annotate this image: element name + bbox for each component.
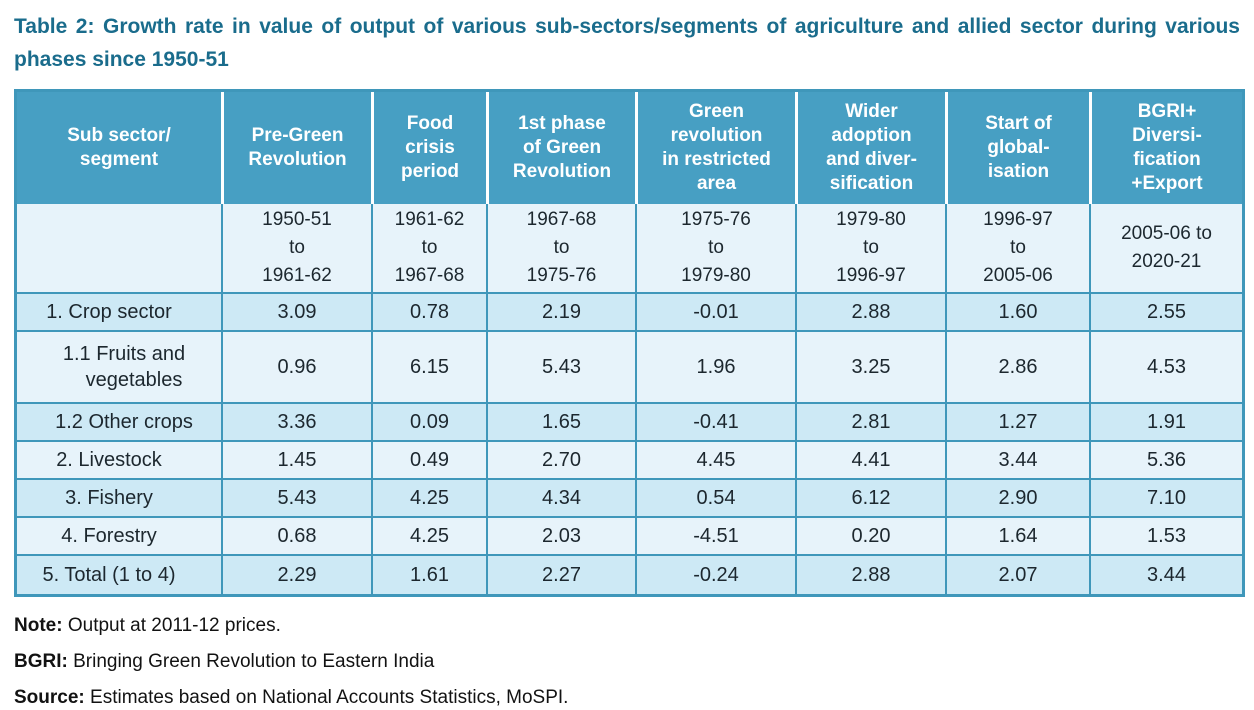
- cell-value: 2.29: [221, 556, 371, 594]
- table-body: 1. Crop sector 3.09 0.78 2.19 -0.01 2.88…: [17, 294, 1242, 594]
- cell-value: 0.96: [221, 332, 371, 404]
- cell-value: 0.20: [795, 518, 945, 556]
- table-row-livestock: 2. Livestock 1.45 0.49 2.70 4.45 4.41 3.…: [17, 442, 1242, 480]
- cell-value: 2.81: [795, 404, 945, 442]
- cell-value: 0.78: [371, 294, 486, 332]
- column-header-food-crisis: Food crisis period: [371, 92, 486, 204]
- cell-value: 4.53: [1089, 332, 1242, 404]
- period-cell: 1950-51 to 1961-62: [221, 204, 371, 294]
- table-header: Sub sector/ segment Pre-Green Revolution…: [17, 92, 1242, 294]
- period-cell-empty: [17, 204, 221, 294]
- cell-value: 2.07: [945, 556, 1089, 594]
- cell-value: 2.03: [486, 518, 635, 556]
- note-label: Source:: [14, 687, 85, 708]
- cell-value: 4.41: [795, 442, 945, 480]
- period-cell: 2005-06 to 2020-21: [1089, 204, 1242, 294]
- cell-value: 6.15: [371, 332, 486, 404]
- cell-value: 4.45: [635, 442, 795, 480]
- note-line-bgri: BGRI: Bringing Green Revolution to Easte…: [14, 650, 1240, 673]
- note-text: Estimates based on National Accounts Sta…: [90, 687, 569, 708]
- cell-value: 2.90: [945, 480, 1089, 518]
- note-text: Output at 2011-12 prices.: [67, 615, 281, 636]
- cell-value: 4.25: [371, 480, 486, 518]
- row-label: 2. Livestock: [17, 442, 221, 480]
- cell-value: 0.54: [635, 480, 795, 518]
- column-header-globalisation: Start of global- isation: [945, 92, 1089, 204]
- cell-value: -4.51: [635, 518, 795, 556]
- note-text: Bringing Green Revolution to Eastern Ind…: [73, 651, 435, 672]
- column-header-restricted-area: Green revolution in restricted area: [635, 92, 795, 204]
- cell-value: 3.44: [945, 442, 1089, 480]
- cell-value: 2.19: [486, 294, 635, 332]
- note-line-prices: Note: Output at 2011-12 prices.: [14, 614, 1240, 637]
- cell-value: 1.96: [635, 332, 795, 404]
- period-cell: 1975-76 to 1979-80: [635, 204, 795, 294]
- table-footnotes: Note: Output at 2011-12 prices. BGRI: Br…: [14, 614, 1240, 709]
- cell-value: 4.25: [371, 518, 486, 556]
- row-label: 1.2 Other crops: [17, 404, 221, 442]
- table-row-fruits-vegetables: 1.1 Fruits and vegetables 0.96 6.15 5.43…: [17, 332, 1242, 404]
- cell-value: 7.10: [1089, 480, 1242, 518]
- table-row-other-crops: 1.2 Other crops 3.36 0.09 1.65 -0.41 2.8…: [17, 404, 1242, 442]
- header-row: Sub sector/ segment Pre-Green Revolution…: [17, 92, 1242, 204]
- cell-value: 5.43: [221, 480, 371, 518]
- note-label: Note:: [14, 615, 63, 636]
- cell-value: 5.43: [486, 332, 635, 404]
- note-line-source: Source: Estimates based on National Acco…: [14, 686, 1240, 709]
- cell-value: 1.65: [486, 404, 635, 442]
- cell-value: 1.91: [1089, 404, 1242, 442]
- cell-value: -0.24: [635, 556, 795, 594]
- column-header-bgri-export: BGRI+ Diversi- fication +Export: [1089, 92, 1242, 204]
- table-row-forestry: 4. Forestry 0.68 4.25 2.03 -4.51 0.20 1.…: [17, 518, 1242, 556]
- cell-value: 1.64: [945, 518, 1089, 556]
- cell-value: 1.60: [945, 294, 1089, 332]
- cell-value: 2.27: [486, 556, 635, 594]
- row-label: 1.1 Fruits and vegetables: [17, 332, 221, 404]
- cell-value: 3.09: [221, 294, 371, 332]
- cell-value: 0.49: [371, 442, 486, 480]
- cell-value: 4.34: [486, 480, 635, 518]
- period-cell: 1979-80 to 1996-97: [795, 204, 945, 294]
- cell-value: 2.86: [945, 332, 1089, 404]
- row-label: 5. Total (1 to 4): [17, 556, 221, 594]
- column-header-sub-sector: Sub sector/ segment: [17, 92, 221, 204]
- cell-value: 2.88: [795, 556, 945, 594]
- cell-value: 3.36: [221, 404, 371, 442]
- cell-value: 0.09: [371, 404, 486, 442]
- cell-value: 1.53: [1089, 518, 1242, 556]
- cell-value: -0.41: [635, 404, 795, 442]
- cell-value: 6.12: [795, 480, 945, 518]
- cell-value: 3.44: [1089, 556, 1242, 594]
- cell-value: 1.61: [371, 556, 486, 594]
- growth-rate-table: Sub sector/ segment Pre-Green Revolution…: [14, 89, 1245, 597]
- cell-value: 5.36: [1089, 442, 1242, 480]
- page-title: Table 2: Growth rate in value of output …: [14, 15, 1240, 71]
- period-row: 1950-51 to 1961-62 1961-62 to 1967-68 19…: [17, 204, 1242, 294]
- note-label: BGRI:: [14, 651, 68, 672]
- column-header-wider-adoption: Wider adoption and diver- sification: [795, 92, 945, 204]
- cell-value: 2.70: [486, 442, 635, 480]
- cell-value: -0.01: [635, 294, 795, 332]
- cell-value: 0.68: [221, 518, 371, 556]
- period-cell: 1996-97 to 2005-06: [945, 204, 1089, 294]
- row-label: 4. Forestry: [17, 518, 221, 556]
- cell-value: 2.55: [1089, 294, 1242, 332]
- row-label: 3. Fishery: [17, 480, 221, 518]
- column-header-first-phase: 1st phase of Green Revolution: [486, 92, 635, 204]
- period-cell: 1961-62 to 1967-68: [371, 204, 486, 294]
- table-row-fishery: 3. Fishery 5.43 4.25 4.34 0.54 6.12 2.90…: [17, 480, 1242, 518]
- cell-value: 1.27: [945, 404, 1089, 442]
- cell-value: 1.45: [221, 442, 371, 480]
- cell-value: 3.25: [795, 332, 945, 404]
- table-row-total: 5. Total (1 to 4) 2.29 1.61 2.27 -0.24 2…: [17, 556, 1242, 594]
- row-label: 1. Crop sector: [17, 294, 221, 332]
- cell-value: 2.88: [795, 294, 945, 332]
- column-header-pre-green: Pre-Green Revolution: [221, 92, 371, 204]
- period-cell: 1967-68 to 1975-76: [486, 204, 635, 294]
- table-row-crop-sector: 1. Crop sector 3.09 0.78 2.19 -0.01 2.88…: [17, 294, 1242, 332]
